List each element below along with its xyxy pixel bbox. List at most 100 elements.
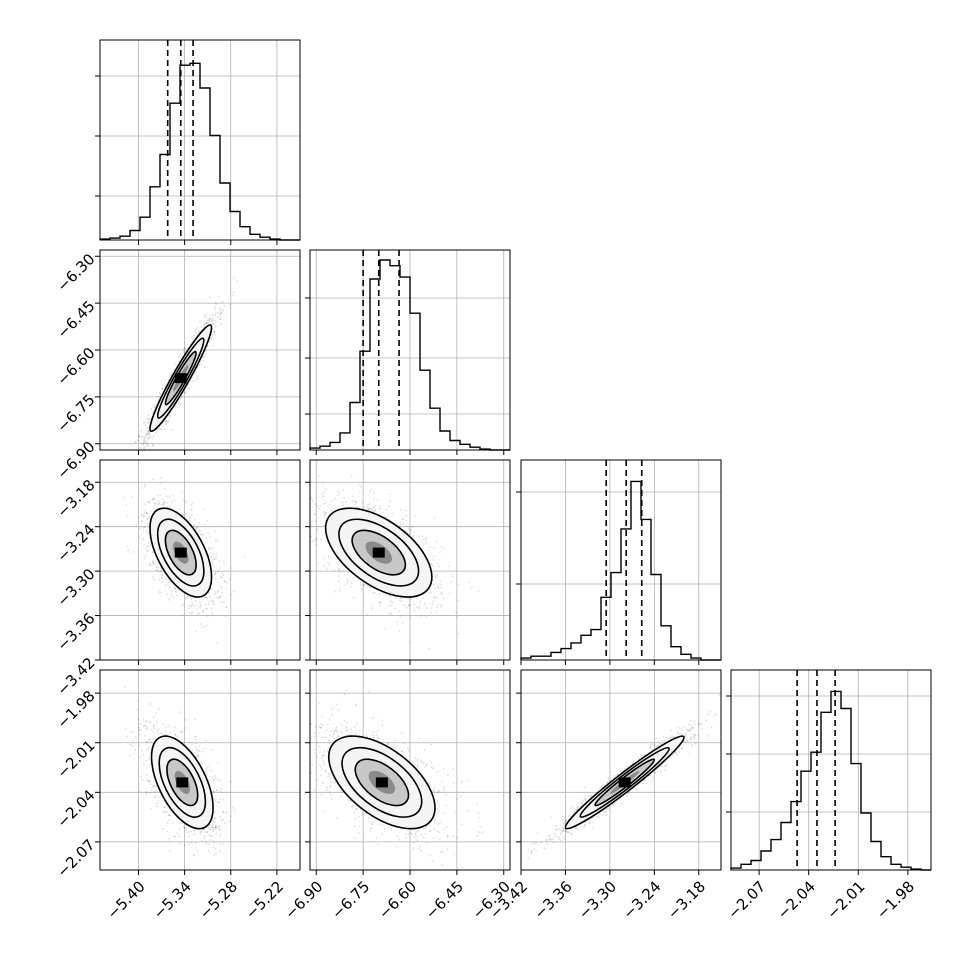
sample-point [208, 319, 210, 322]
sample-point [366, 503, 369, 506]
sample-point [361, 501, 363, 504]
sample-point [409, 641, 411, 643]
sample-point [401, 518, 404, 521]
sample-point [160, 425, 163, 427]
sample-point [413, 515, 416, 518]
sample-point [158, 570, 161, 573]
sample-point [209, 827, 212, 830]
sample-point [440, 586, 443, 589]
sample-point [202, 359, 205, 362]
sample-point [141, 778, 144, 781]
sample-point [198, 330, 201, 333]
sample-point [144, 555, 147, 558]
scatter-content [297, 474, 480, 650]
sample-point [213, 602, 216, 605]
sample-point [145, 720, 148, 723]
sample-point [160, 577, 163, 580]
sample-point [362, 506, 365, 509]
sample-point [216, 778, 219, 781]
sample-point [182, 514, 185, 516]
contour-line [338, 518, 420, 587]
sample-point [226, 581, 228, 584]
sample-point [141, 434, 144, 437]
sample-point [425, 616, 428, 619]
sample-point [215, 554, 218, 556]
sample-point [176, 594, 178, 597]
sample-point [228, 578, 231, 580]
sample-point [157, 799, 160, 802]
sample-point [230, 593, 233, 596]
sample-point [147, 434, 150, 436]
sample-point [211, 614, 214, 617]
sample-point [193, 525, 196, 527]
sample-point [203, 325, 206, 328]
sample-point [219, 790, 222, 793]
sample-point [141, 443, 144, 446]
sample-point [207, 532, 210, 534]
sample-point [219, 318, 222, 320]
sample-point [214, 578, 217, 580]
sample-point [325, 512, 328, 514]
sample-point [204, 835, 207, 838]
sample-point [363, 583, 365, 586]
sample-point [146, 532, 149, 534]
sample-point [212, 790, 214, 793]
sample-point [379, 601, 381, 604]
sample-point [432, 583, 435, 586]
sample-point [194, 599, 197, 602]
sample-point [184, 350, 186, 353]
contour-line [324, 507, 433, 598]
sample-point [142, 725, 145, 728]
sample-point [373, 491, 375, 494]
sample-point [189, 520, 192, 523]
sample-point [186, 385, 189, 388]
sample-point [434, 587, 437, 590]
sample-point [169, 375, 171, 377]
sample-point [302, 514, 304, 516]
sample-point [170, 590, 173, 592]
sample-point [200, 623, 202, 625]
sample-point [403, 604, 406, 607]
sample-point [123, 496, 125, 499]
sample-point [222, 561, 225, 564]
sample-point [201, 611, 204, 614]
sample-point [428, 647, 431, 650]
sample-point [153, 497, 155, 500]
sample-point [165, 423, 168, 426]
sample-point [297, 494, 299, 496]
sample-point [153, 502, 156, 505]
sample-point [205, 771, 208, 774]
panel-frame [309, 459, 511, 661]
sample-point [347, 571, 350, 574]
scatter-content [123, 477, 246, 645]
sample-point [372, 592, 374, 594]
sample-point [351, 495, 354, 498]
sample-point [166, 506, 169, 508]
sample-point [213, 853, 216, 856]
sample-point [371, 605, 374, 608]
sample-point [208, 318, 211, 321]
sample-point [151, 436, 154, 439]
sample-point [190, 598, 192, 600]
sample-point [199, 606, 202, 609]
sample-point [439, 551, 441, 553]
sample-point [218, 559, 221, 562]
sample-point [198, 363, 201, 366]
sample-point [153, 404, 156, 407]
sample-point [323, 502, 325, 505]
sample-point [204, 840, 206, 843]
sample-point [217, 596, 220, 599]
sample-point [143, 456, 145, 458]
sample-point [367, 507, 370, 510]
sample-point [208, 317, 211, 320]
sample-point [153, 563, 155, 566]
sample-point [154, 791, 156, 794]
sample-point [398, 596, 401, 599]
sample-point [337, 567, 340, 570]
sample-point [433, 516, 436, 519]
sample-point [169, 411, 172, 414]
sample-point [166, 830, 168, 833]
sample-point [166, 593, 168, 596]
sample-point [146, 749, 149, 752]
sample-point [189, 517, 191, 519]
